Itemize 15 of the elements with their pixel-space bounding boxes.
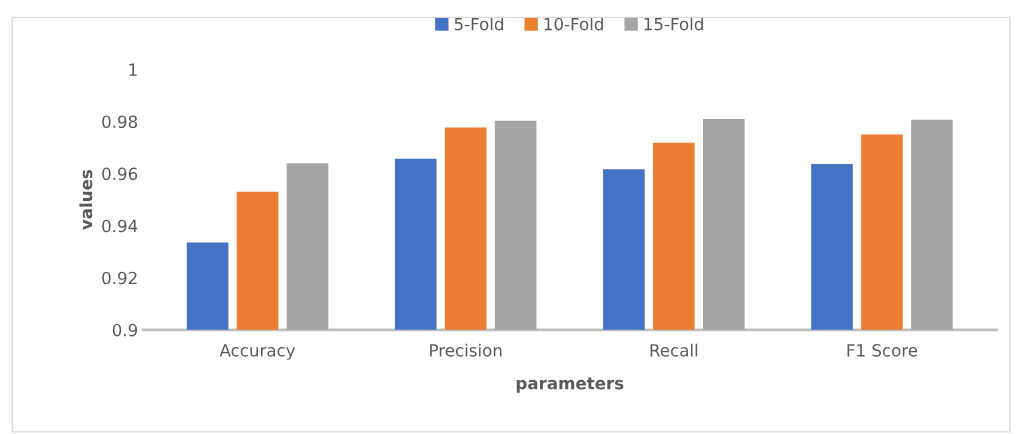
y-tick-label: 0.94	[102, 219, 138, 233]
y-tick-label: 0.92	[102, 271, 137, 285]
x-tick-label: Accuracy	[219, 344, 296, 360]
x-tick-label: Recall	[650, 343, 698, 357]
legend-label: 15-Fold	[644, 17, 703, 31]
x-axis-title: parameters	[516, 377, 624, 393]
y-axis-title: values	[79, 169, 93, 230]
y-tick-label: 0.96	[102, 167, 138, 181]
legend-label: 10-Fold	[544, 17, 603, 31]
y-tick-label: 0.9	[112, 323, 138, 337]
y-tick-label: 0.98	[102, 115, 138, 129]
x-tick-label: F1 Score	[847, 344, 918, 357]
y-tick-label: 1	[129, 63, 137, 76]
x-tick-label: Precision	[430, 343, 502, 357]
legend-label: 5-Fold	[454, 17, 503, 31]
